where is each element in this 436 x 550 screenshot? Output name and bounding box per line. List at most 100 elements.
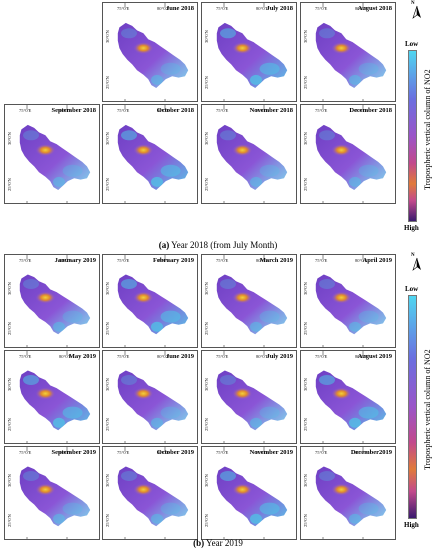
region-shape [117,22,189,89]
lon-tick-label: 80°0'E [355,354,368,359]
no2-hotspot [133,387,154,400]
lon-tick-label: 75°0'E [216,108,229,113]
legend-b-colorbar [408,295,417,519]
lon-tick-label: 80°0'E [355,258,368,263]
lat-tick-label: 25°0'N [303,418,308,431]
legend-a-title: Tropospheric vertical column of NO2 [423,69,432,190]
lat-tick-label: 25°0'N [105,322,110,335]
map-svg [216,447,288,539]
no2-hotspot [133,291,154,304]
legend-a-colorbar [408,50,417,222]
lat-tick-label: 30°0'N [7,474,12,487]
map-panel: Janunary 2019 75°0'E 80°0'E 30°0'N 25°0'N [4,254,100,348]
map-svg [216,105,288,203]
lon-tick-label: 75°0'E [315,258,328,263]
north-arrow-icon [412,257,421,271]
map-panel: October 2019 75°0'E 80°0'E 30°0'N 25°0'N [102,446,198,540]
lon-tick-label: 75°0'E [315,108,328,113]
lat-tick-label: 30°0'N [204,282,209,295]
lon-tick-label: 80°0'E [157,258,170,263]
no2-hotspot [133,42,154,55]
lon-tick-label: 80°0'E [157,108,170,113]
panel-month-title: June 2018 [166,5,194,12]
map-panel: November 2019 75°0'E 80°0'E 30°0'N 25°0'N [201,446,297,540]
lat-tick-label: 25°0'N [105,418,110,431]
map-panel: March 2019 75°0'E 80°0'E 30°0'N 25°0'N [201,254,297,348]
lat-tick-label: 25°0'N [303,76,308,89]
map-panel: May 2019 75°0'E 80°0'E 30°0'N 25°0'N [4,350,100,444]
lat-tick-label: 30°0'N [303,282,308,295]
lat-tick-label: 30°0'N [303,378,308,391]
map-panel: December2019 75°0'E 80°0'E 30°0'N 25°0'N [300,446,396,540]
no2-hotspot [232,144,253,157]
lat-tick-label: 30°0'N [303,474,308,487]
lon-tick-label: 75°0'E [19,108,32,113]
map-panel: October 2018 75°0'E 80°0'E 30°0'N 25°0'N [102,104,198,204]
map-svg [19,255,91,347]
legend-b-title: Tropospheric vertical column of NO2 [423,349,432,470]
lon-tick-label: 75°0'E [117,108,130,113]
lat-tick-label: 30°0'N [204,132,209,145]
map-svg [216,3,288,101]
lon-tick-label: 75°0'E [315,450,328,455]
panel-month-title: June 2019 [166,353,194,360]
caption-a-text: Year 2018 (from July Month) [169,240,278,250]
legend-b-low-label: Low [405,285,419,293]
region-shape [216,274,288,335]
legend-b-high-label: High [404,521,419,529]
lon-tick-label: 75°0'E [216,450,229,455]
no2-hotspot [232,483,253,496]
map-svg [315,255,387,347]
lon-tick-label: 80°0'E [256,450,269,455]
lat-tick-label: 30°0'N [204,474,209,487]
map-panel: November 2018 75°0'E 80°0'E 30°0'N 25°0'N [201,104,297,204]
lon-tick-label: 75°0'E [216,6,229,11]
map-svg [117,351,189,443]
caption-b: (b) Year 2019 [0,538,436,548]
lon-tick-label: 80°0'E [59,354,72,359]
no2-hotspot [331,483,352,496]
no2-hotspot [133,144,154,157]
no2-hotspot [35,144,56,157]
lon-tick-label: 80°0'E [157,6,170,11]
lat-tick-label: 25°0'N [204,178,209,191]
caption-a: (a) Year 2018 (from July Month) [0,240,436,250]
region-shape [315,22,387,89]
lat-tick-label: 25°0'N [303,514,308,527]
lon-tick-label: 80°0'E [59,450,72,455]
region-shape [216,124,288,191]
no2-hotspot [35,483,56,496]
panel-month-title: October 2018 [156,107,194,114]
lat-tick-label: 30°0'N [204,378,209,391]
map-panel: August 2018 75°0'E 80°0'E 30°0'N 25°0'N [300,2,396,102]
lat-tick-label: 25°0'N [204,76,209,89]
region-shape [117,466,189,527]
lon-tick-label: 75°0'E [216,258,229,263]
panel-month-title: March 2019 [259,257,293,264]
map-panel: September 2019 75°0'E 80°0'E 30°0'N 25°0'N [4,446,100,540]
panel-month-title: October 2019 [156,449,194,456]
lat-tick-label: 30°0'N [105,474,110,487]
lat-tick-label: 25°0'N [7,514,12,527]
panel-month-title: September 2018 [51,107,96,114]
caption-a-letter: (a) [158,240,170,250]
lat-tick-label: 30°0'N [7,378,12,391]
lon-tick-label: 80°0'E [355,6,368,11]
lat-tick-label: 25°0'N [7,418,12,431]
lat-tick-label: 30°0'N [303,132,308,145]
north-arrow-icon [412,5,421,19]
map-svg [19,447,91,539]
lat-tick-label: 25°0'N [105,514,110,527]
lat-tick-label: 25°0'N [7,322,12,335]
lon-tick-label: 75°0'E [19,450,32,455]
lat-tick-label: 30°0'N [7,132,12,145]
lat-tick-label: 30°0'N [303,30,308,43]
panel-month-title: November 2018 [249,107,293,114]
map-svg [315,3,387,101]
lon-tick-label: 80°0'E [59,258,72,263]
lat-tick-label: 25°0'N [105,178,110,191]
map-svg [117,3,189,101]
map-svg [19,105,91,203]
map-svg [117,105,189,203]
panel-month-title: December2019 [350,449,392,456]
